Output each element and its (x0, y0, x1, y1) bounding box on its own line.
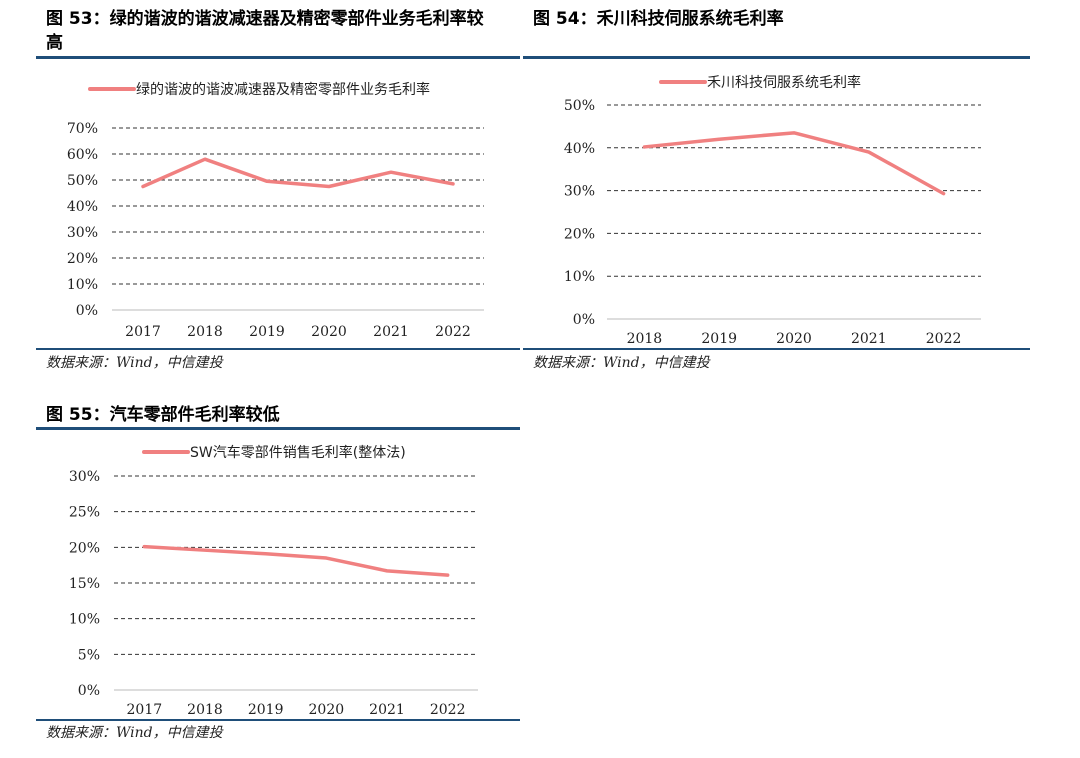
fig54-ytick-label: 20% (564, 226, 595, 242)
fig53-legend-label: 绿的谐波的谐波减速器及精密零部件业务毛利率 (136, 81, 430, 98)
fig54-source: 数据来源：Wind，中信建投 (533, 355, 710, 371)
fig55-xtick-label: 2022 (430, 702, 466, 718)
fig54-ytick-label: 30% (564, 184, 595, 200)
fig55-legend-label: SW汽车零部件销售毛利率(整体法) (190, 444, 406, 461)
fig53-ytick-label: 20% (67, 251, 98, 267)
fig55-xtick-label: 2020 (309, 702, 345, 718)
fig53-xtick-label: 2017 (125, 324, 161, 340)
fig55-top-rule (36, 427, 520, 430)
fig55-ytick-label: 10% (69, 612, 100, 628)
fig54-legend-label: 禾川科技伺服系统毛利率 (707, 74, 861, 91)
fig53-ytick-label: 10% (67, 277, 98, 293)
fig54-ytick-label: 0% (573, 312, 595, 328)
fig53-ytick-label: 0% (76, 303, 98, 319)
fig53-xtick-label: 2018 (187, 324, 223, 340)
fig54-ytick-label: 50% (564, 98, 595, 114)
fig55-ytick-label: 25% (69, 505, 100, 521)
fig54-ytick-label: 40% (564, 141, 595, 157)
fig53-title-line1: 图 53：绿的谐波的谐波减速器及精密零部件业务毛利率较 (46, 9, 484, 29)
fig53-ytick-label: 40% (67, 199, 98, 215)
fig55-ytick-label: 0% (78, 683, 100, 699)
fig54-ytick-label: 10% (564, 269, 595, 285)
fig53-xtick-label: 2020 (311, 324, 347, 340)
fig53-chart: 0% 10% 20% 30% 40% 50% 60% 70% 2017 2018 2019 2020 2… (67, 81, 484, 340)
fig54-top-rule (523, 56, 1030, 59)
fig55-xtick-label: 2018 (187, 702, 223, 718)
fig53-source: 数据来源：Wind，中信建投 (46, 355, 223, 371)
fig54-xtick-label: 2022 (926, 331, 962, 347)
fig55-ytick-label: 20% (69, 540, 100, 556)
fig55-series-line (142, 544, 450, 577)
fig55-ytick-label: 15% (69, 576, 100, 592)
fig53-ytick-label: 60% (67, 147, 98, 163)
fig53-xtick-label: 2021 (373, 324, 409, 340)
fig55-ytick-label: 5% (78, 647, 100, 663)
fig53-xtick-label: 2019 (249, 324, 285, 340)
fig54-xtick-label: 2021 (851, 331, 887, 347)
fig55-xtick-label: 2019 (248, 702, 284, 718)
fig54-series-line (642, 131, 946, 196)
fig53-ytick-label: 70% (67, 121, 98, 137)
fig55-xtick-label: 2021 (369, 702, 405, 718)
fig54-xtick-label: 2018 (627, 331, 663, 347)
fig53-xtick-label: 2022 (435, 324, 471, 340)
fig53-series-line (141, 157, 455, 189)
fig54-title: 图 54：禾川科技伺服系统毛利率 (533, 9, 784, 29)
fig55-title: 图 55：汽车零部件毛利率较低 (46, 405, 280, 425)
fig53-bottom-rule (36, 348, 520, 350)
fig53-ytick-label: 30% (67, 225, 98, 241)
fig55-chart: 0% 5% 10% 15% 20% 25% 30% 2017 2018 2019 2020 2021 2… (69, 444, 478, 718)
fig54-xtick-label: 2019 (701, 331, 737, 347)
fig54-chart: 0% 10% 20% 30% 40% 50% 2018 2019 2020 2021 2022 禾川科… (564, 74, 981, 347)
fig55-bottom-rule (36, 719, 520, 721)
fig54-bottom-rule (523, 348, 1030, 350)
fig53-ytick-label: 50% (67, 173, 98, 189)
fig55-xtick-label: 2017 (127, 702, 163, 718)
fig55-source: 数据来源：Wind，中信建投 (46, 725, 223, 741)
fig55-ytick-label: 30% (69, 469, 100, 485)
fig53-top-rule (36, 56, 520, 59)
fig53-title-line2: 高 (46, 33, 63, 53)
fig54-xtick-label: 2020 (776, 331, 812, 347)
